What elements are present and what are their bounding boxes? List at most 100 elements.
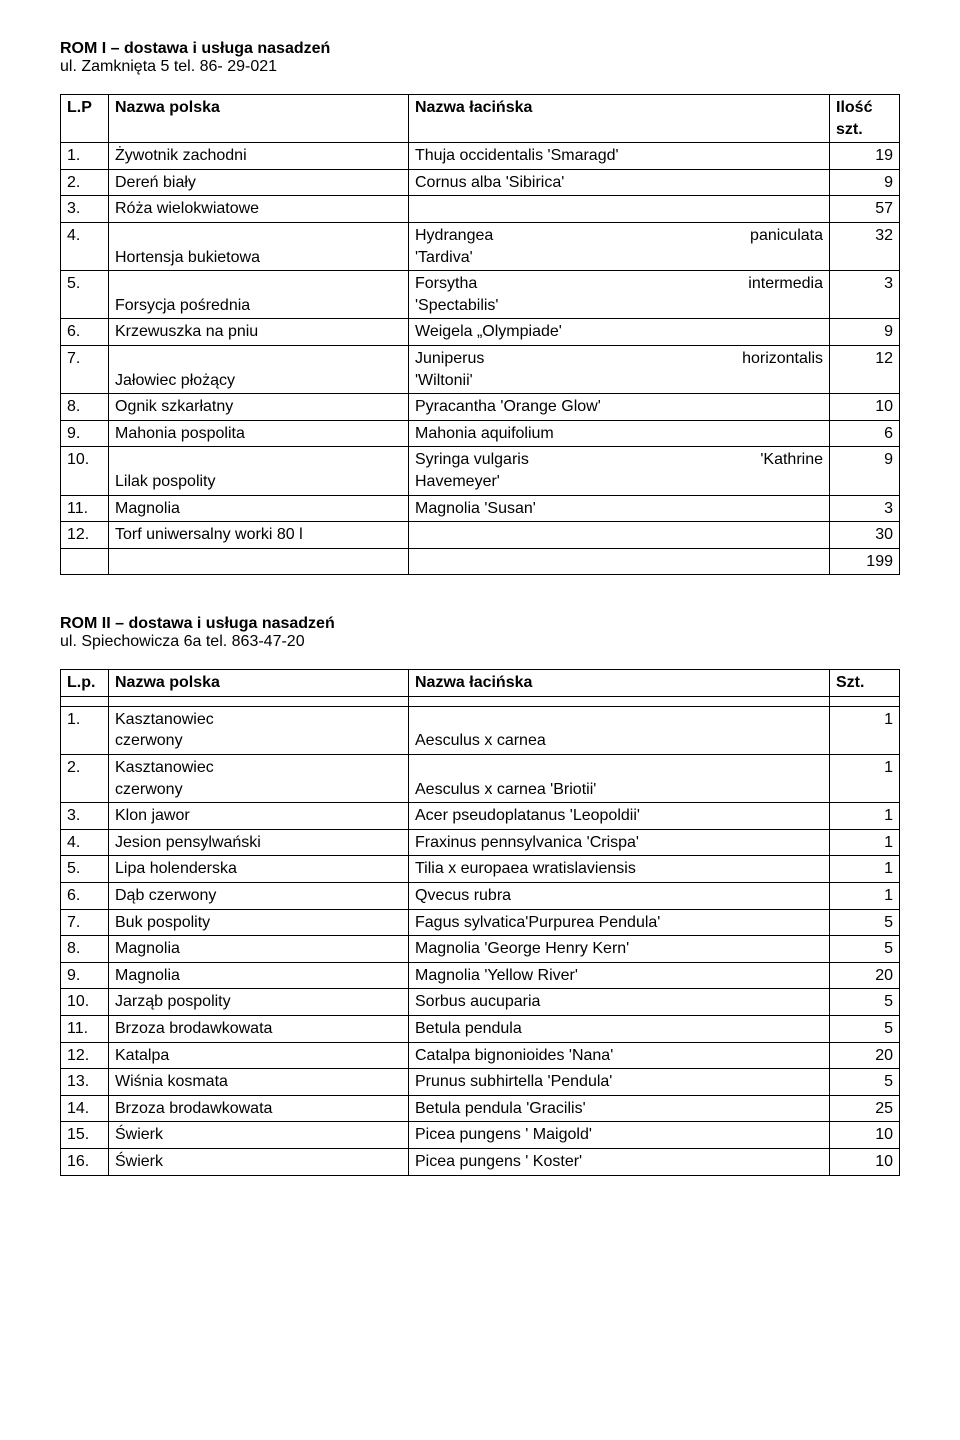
t1-cell-lp: 10. <box>61 447 109 495</box>
t1-header-lp: L.P <box>61 95 109 143</box>
t2-cell-la: Fraxinus pennsylvanica 'Crispa' <box>409 829 830 856</box>
t2-cell-qty: 5 <box>830 989 900 1016</box>
t2-cell-pl: Jesion pensylwański <box>109 829 409 856</box>
t2-cell-la: Catalpa bignonioides 'Nana' <box>409 1042 830 1069</box>
t2-cell-lp: 6. <box>61 883 109 910</box>
t1-cell-la: Forsythaintermedia'Spectabilis' <box>409 271 830 319</box>
t2-cell-qty: 1 <box>830 829 900 856</box>
t1-cell-la: Magnolia 'Susan' <box>409 495 830 522</box>
t1-cell-pl: Dereń biały <box>109 169 409 196</box>
t2-cell-la: Aesculus x carnea 'Briotii' <box>409 755 830 803</box>
t2-cell-la: Magnolia 'Yellow River' <box>409 962 830 989</box>
t2-cell-pl: Jarząb pospolity <box>109 989 409 1016</box>
t2-cell-lp: 9. <box>61 962 109 989</box>
t1-cell-qty: 3 <box>830 271 900 319</box>
t1-cell-qty: 3 <box>830 495 900 522</box>
t2-cell-lp: 2. <box>61 755 109 803</box>
t2-cell-lp: 4. <box>61 829 109 856</box>
t1-cell-qty: 10 <box>830 394 900 421</box>
t1-total-qty: 199 <box>830 548 900 575</box>
t2-cell-pl: Świerk <box>109 1122 409 1149</box>
t2-cell-pl: Buk pospolity <box>109 909 409 936</box>
t2-cell-lp: 12. <box>61 1042 109 1069</box>
t2-cell-pl: Świerk <box>109 1148 409 1175</box>
t1-cell-lp: 8. <box>61 394 109 421</box>
t1-cell-la: Cornus alba 'Sibirica' <box>409 169 830 196</box>
section1-title: ROM I – dostawa i usługa nasadzeń <box>60 40 900 58</box>
t1-cell-qty: 32 <box>830 222 900 270</box>
t2-cell-la: Prunus subhirtella 'Pendula' <box>409 1069 830 1096</box>
t1-cell-pl: Ognik szkarłatny <box>109 394 409 421</box>
t1-cell-la: Syringa vulgaris'KathrineHavemeyer' <box>409 447 830 495</box>
t2-cell-pl: Kasztanowiecczerwony <box>109 755 409 803</box>
t2-cell-lp: 5. <box>61 856 109 883</box>
t2-cell-qty: 1 <box>830 856 900 883</box>
t2-cell-lp: 13. <box>61 1069 109 1096</box>
t1-cell-lp: 11. <box>61 495 109 522</box>
t2-cell-la: Betula pendula <box>409 1016 830 1043</box>
t2-cell-qty: 1 <box>830 755 900 803</box>
t2-cell-qty: 1 <box>830 803 900 830</box>
t1-cell-pl: Hortensja bukietowa <box>109 222 409 270</box>
t2-cell-la: Aesculus x carnea <box>409 706 830 754</box>
t2-cell-la: Tilia x europaea wratislaviensis <box>409 856 830 883</box>
t1-cell-lp: 5. <box>61 271 109 319</box>
t1-cell-la: Hydrangeapaniculata'Tardiva' <box>409 222 830 270</box>
t2-cell-la: Fagus sylvatica'Purpurea Pendula' <box>409 909 830 936</box>
table-2: L.p.Nazwa polskaNazwa łacińskaSzt.1.Kasz… <box>60 669 900 1175</box>
t1-total-la <box>409 548 830 575</box>
t2-cell-qty: 20 <box>830 1042 900 1069</box>
t1-cell-pl: Żywotnik zachodni <box>109 143 409 170</box>
t2-header-lp: L.p. <box>61 670 109 697</box>
t1-cell-lp: 3. <box>61 196 109 223</box>
t1-cell-pl: Lilak pospolity <box>109 447 409 495</box>
t1-cell-la: Weigela „Olympiade' <box>409 319 830 346</box>
t1-cell-lp: 1. <box>61 143 109 170</box>
t1-cell-qty: 12 <box>830 345 900 393</box>
t1-cell-la <box>409 196 830 223</box>
t1-total-lp <box>61 548 109 575</box>
t2-cell-la: Sorbus aucuparia <box>409 989 830 1016</box>
t1-cell-lp: 9. <box>61 420 109 447</box>
t2-cell-lp: 15. <box>61 1122 109 1149</box>
t2-cell-qty: 5 <box>830 1069 900 1096</box>
t2-cell-lp: 8. <box>61 936 109 963</box>
t2-cell-pl: Magnolia <box>109 936 409 963</box>
t1-cell-pl: Mahonia pospolita <box>109 420 409 447</box>
t2-cell-qty: 5 <box>830 909 900 936</box>
t1-cell-lp: 12. <box>61 522 109 549</box>
t1-cell-pl: Róża wielokwiatowe <box>109 196 409 223</box>
t1-total-pl <box>109 548 409 575</box>
t2-cell-qty: 20 <box>830 962 900 989</box>
t1-cell-pl: Jałowiec płożący <box>109 345 409 393</box>
section1-subtitle: ul. Zamknięta 5 tel. 86- 29-021 <box>60 58 900 76</box>
t2-cell-lp: 1. <box>61 706 109 754</box>
t1-cell-la: Juniperushorizontalis'Wiltonii' <box>409 345 830 393</box>
t2-cell-lp: 3. <box>61 803 109 830</box>
t1-cell-qty: 19 <box>830 143 900 170</box>
t2-cell-qty: 1 <box>830 706 900 754</box>
t2-cell-pl: Kasztanowiecczerwony <box>109 706 409 754</box>
t1-cell-qty: 9 <box>830 447 900 495</box>
t2-cell-lp: 7. <box>61 909 109 936</box>
t2-cell-pl: Lipa holenderska <box>109 856 409 883</box>
t2-cell-pl: Katalpa <box>109 1042 409 1069</box>
t1-header-la: Nazwa łacińska <box>409 95 830 143</box>
t2-cell-lp: 10. <box>61 989 109 1016</box>
t1-cell-la: Pyracantha 'Orange Glow' <box>409 394 830 421</box>
t2-cell-pl: Dąb czerwony <box>109 883 409 910</box>
t1-cell-qty: 30 <box>830 522 900 549</box>
t2-header-qty: Szt. <box>830 670 900 697</box>
section2-subtitle: ul. Spiechowicza 6a tel. 863-47-20 <box>60 633 900 651</box>
t1-cell-lp: 4. <box>61 222 109 270</box>
t1-cell-lp: 2. <box>61 169 109 196</box>
t2-cell-la: Qvecus rubra <box>409 883 830 910</box>
t2-cell-qty: 5 <box>830 1016 900 1043</box>
t2-cell-pl: Brzoza brodawkowata <box>109 1016 409 1043</box>
t2-cell-qty: 10 <box>830 1148 900 1175</box>
t2-cell-pl: Wiśnia kosmata <box>109 1069 409 1096</box>
t2-cell-qty: 1 <box>830 883 900 910</box>
t2-cell-la: Picea pungens ' Maigold' <box>409 1122 830 1149</box>
t2-spacer <box>61 696 109 706</box>
t1-cell-la: Thuja occidentalis 'Smaragd' <box>409 143 830 170</box>
